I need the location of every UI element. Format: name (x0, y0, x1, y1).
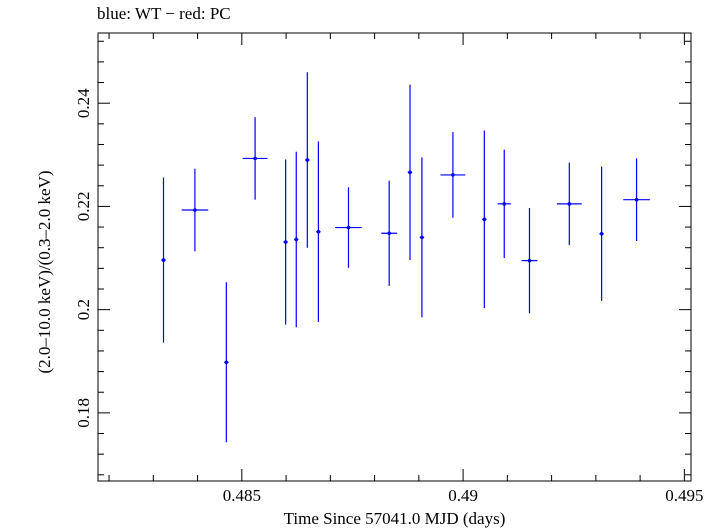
point-marker (283, 240, 288, 244)
point-marker (224, 360, 229, 365)
data-point (181, 168, 209, 252)
y-tick-label: 0.18 (74, 398, 93, 428)
data-point (440, 132, 466, 218)
data-point (521, 207, 538, 314)
point-marker (161, 258, 166, 262)
data-point (623, 158, 650, 241)
point-marker (193, 208, 197, 212)
plot-frame (97, 32, 692, 482)
point-marker (502, 202, 507, 206)
data-point (381, 180, 398, 286)
data-point (482, 130, 487, 309)
x-tick-label: 0.49 (448, 486, 478, 505)
x-tick-label: 0.485 (223, 486, 261, 505)
point-marker (482, 217, 487, 222)
data-point (407, 84, 413, 261)
data-point (599, 166, 604, 301)
data-point (316, 141, 321, 323)
axis-tick-labels: 0.485 0.49 0.495 0.18 0.2 0.22 0.24 (74, 88, 704, 505)
data-point (335, 187, 362, 268)
x-axis-label: Time Since 57041.0 MJD (days) (283, 509, 506, 528)
point-marker (451, 173, 455, 177)
data-point (556, 162, 582, 246)
point-marker (634, 197, 639, 202)
point-marker (527, 258, 532, 263)
point-marker (387, 231, 391, 236)
point-marker (316, 229, 321, 234)
y-tick-label: 0.2 (74, 299, 93, 320)
y-tick-label: 0.24 (74, 88, 93, 118)
y-axis-label: (2.0–10.0 keV)/(0.3–2.0 keV) (35, 170, 54, 374)
point-marker (253, 156, 257, 161)
point-marker (599, 231, 604, 236)
data-point (283, 159, 288, 325)
point-marker (346, 225, 351, 230)
point-marker (294, 237, 299, 242)
data-point (242, 117, 268, 200)
point-marker (408, 170, 412, 175)
point-marker (305, 158, 310, 162)
x-tick-label: 0.495 (665, 486, 703, 505)
point-marker (567, 202, 572, 206)
chart-title: blue: WT − red: PC (97, 4, 231, 23)
data-point (161, 177, 166, 343)
data-point (224, 282, 229, 443)
data-points (161, 72, 650, 443)
axis-ticks (98, 33, 691, 481)
data-point (305, 72, 310, 248)
data-point (497, 149, 511, 259)
point-marker (420, 235, 424, 240)
data-point (294, 151, 299, 328)
data-point (419, 157, 425, 318)
y-tick-label: 0.22 (74, 192, 93, 222)
